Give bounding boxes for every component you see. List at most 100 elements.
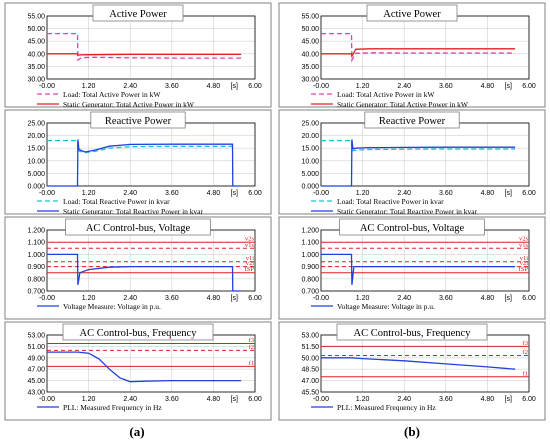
x-tick-label: 2.40	[397, 295, 411, 302]
x-tick-label: 1.20	[82, 83, 96, 90]
x-tick-label: 4.80	[481, 396, 495, 403]
y-tick-label: 55.00	[27, 14, 45, 21]
y-tick-label: 47.00	[27, 367, 45, 374]
threshold-label: f2	[249, 344, 254, 351]
x-tick-label: 4.80	[207, 396, 221, 403]
x-tick-label: 1.20	[356, 190, 370, 197]
y-tick-label: 45.00	[27, 39, 45, 46]
threshold-label: v1i	[520, 255, 529, 262]
x-tick-label: 6.00	[522, 396, 536, 403]
chart-panel: 43.00 45.00 47.00 49.00 51.00 53.00 -0.00 1.20 2…	[4, 321, 272, 421]
x-tick-label: 2.40	[123, 295, 137, 302]
legend-label: PLL: Measured Frequency in Hz	[63, 403, 162, 412]
chart-panel: 0.700 0.800 0.900 1.000 1.100 1.200 -0.00 1.20 2…	[4, 216, 272, 320]
y-tick-label: 0.900	[301, 264, 319, 271]
x-tick-label: 1.20	[356, 295, 370, 302]
y-tick-label: 47.00	[301, 378, 319, 385]
y-tick-label: 45.50	[301, 390, 319, 397]
y-tick-label: 0.700	[301, 289, 319, 296]
series-line	[47, 253, 242, 292]
threshold-label: v1s	[519, 242, 529, 249]
panel-title: AC Control-bus, Frequency	[354, 328, 472, 339]
x-tick-label: 3.60	[439, 396, 453, 403]
threshold-label: f3	[523, 340, 528, 347]
series-line	[47, 32, 242, 62]
y-tick-label: 40.00	[301, 51, 319, 58]
x-tick-label: -0.00	[313, 396, 329, 403]
legend-label: Voltage Measure: Voltage in p.u.	[63, 302, 161, 311]
panel-title: Active Power	[109, 9, 167, 20]
y-tick-label: 48.50	[301, 367, 319, 374]
x-tick-label: 1.20	[356, 396, 370, 403]
panel-title: Active Power	[383, 9, 441, 20]
x-tick-label: -0.00	[39, 396, 55, 403]
x-tick-label: -0.00	[313, 295, 329, 302]
threshold-label: ISP	[245, 266, 255, 273]
threshold-label: v2i	[520, 260, 529, 267]
legend-label: Static Generator: Total Reactive Power i…	[337, 207, 478, 216]
y-tick-label: 40.00	[27, 51, 45, 58]
y-tick-label: 0.000	[301, 184, 319, 191]
x-tick-label: 3.60	[165, 295, 179, 302]
y-tick-label: 49.00	[27, 355, 45, 362]
panel-title-box	[90, 111, 186, 129]
legend-label: Static Generator: Total Active Power in …	[63, 100, 195, 109]
chart-panel: 0.700 0.800 0.900 1.000 1.100 1.200 -0.00 1.20 2…	[278, 216, 546, 320]
column-label-b: (b)	[404, 424, 420, 439]
threshold-label: f1	[523, 370, 528, 377]
x-tick-label: 2.40	[397, 396, 411, 403]
series-line	[321, 48, 516, 59]
y-tick-label: 30.00	[27, 77, 45, 84]
y-tick-label: 1.200	[301, 228, 319, 235]
y-tick-label: 25.00	[27, 121, 45, 128]
x-tick-label: -0.00	[39, 190, 55, 197]
chart-panel: 45.50 47.00 48.50 50.00 51.50 53.00 -0.00 1.20 2…	[278, 321, 546, 421]
x-tick-label: 3.60	[439, 295, 453, 302]
x-unit-label: [s]	[231, 83, 238, 90]
x-tick-label: 3.60	[439, 190, 453, 197]
panel-title-box	[92, 4, 184, 22]
threshold-label: v2i	[246, 260, 255, 267]
y-tick-label: 20.00	[301, 133, 319, 140]
y-tick-label: 1.100	[301, 240, 319, 247]
y-tick-label: 1.100	[27, 240, 45, 247]
legend-label: PLL: Measured Frequency in Hz	[337, 403, 436, 412]
panel-title: Reactive Power	[105, 116, 172, 127]
x-unit-label: [s]	[231, 295, 238, 302]
x-tick-label: -0.00	[39, 295, 55, 302]
y-tick-label: 45.00	[27, 378, 45, 385]
series-line	[47, 351, 242, 383]
x-tick-label: 4.80	[207, 83, 221, 90]
panel-title-box	[336, 323, 488, 341]
x-unit-label: [s]	[231, 396, 238, 403]
y-tick-label: 53.00	[301, 333, 319, 340]
panel-title-box	[62, 323, 214, 341]
x-tick-label: 6.00	[248, 83, 262, 90]
threshold-label: v1s	[245, 242, 255, 249]
chart-panel: 0.000 5.000 10.00 15.00 20.00 25.00 -0.00 1.20 2…	[278, 109, 546, 216]
series-line	[47, 53, 242, 56]
series-line	[321, 139, 516, 187]
legend-label: Static Generator: Total Reactive Power i…	[63, 207, 204, 216]
x-unit-label: [s]	[505, 396, 512, 403]
panel-frame	[4, 216, 272, 320]
legend-label: Load: Total Reactive Power in kvar	[63, 197, 170, 206]
x-tick-label: 2.40	[123, 190, 137, 197]
x-tick-label: 4.80	[481, 83, 495, 90]
x-tick-label: 2.40	[397, 83, 411, 90]
series-line	[321, 357, 516, 370]
x-tick-label: 6.00	[248, 295, 262, 302]
panel-title: Reactive Power	[379, 116, 446, 127]
y-tick-label: 30.00	[301, 77, 319, 84]
panel-title-box	[339, 218, 485, 236]
y-tick-label: 10.00	[27, 158, 45, 165]
y-tick-label: 51.00	[27, 344, 45, 351]
threshold-label: v2s	[245, 236, 255, 243]
threshold-label: v1i	[246, 255, 255, 262]
x-tick-label: 4.80	[481, 295, 495, 302]
y-tick-label: 1.000	[27, 252, 45, 259]
x-tick-label: 3.60	[165, 396, 179, 403]
threshold-label: ISP	[519, 266, 529, 273]
x-tick-label: 6.00	[522, 190, 536, 197]
